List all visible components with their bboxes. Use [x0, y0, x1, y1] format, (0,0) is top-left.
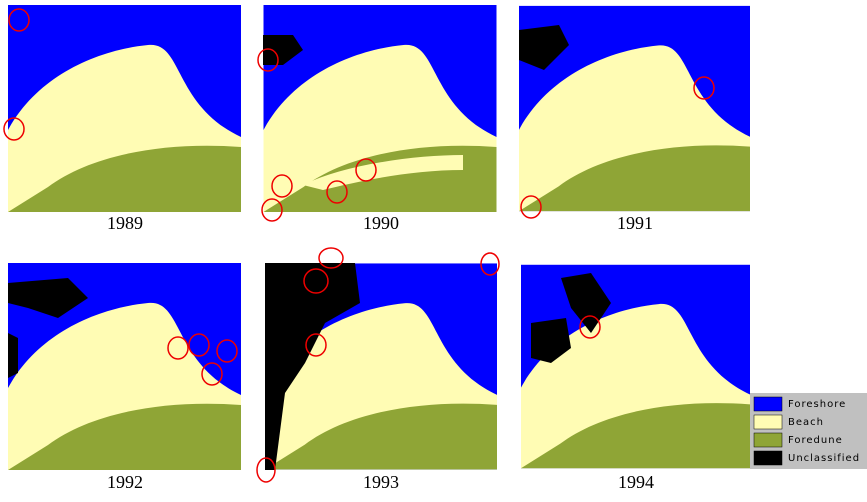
legend: Foreshore Beach Foredune Unclassified	[750, 393, 867, 469]
legend-label: Foredune	[788, 435, 843, 446]
figure: 198919901991199219931994 ForeshoreBeachF…	[0, 0, 867, 502]
legend-label: Beach	[788, 417, 824, 428]
legend-label: Unclassified	[788, 453, 860, 464]
year-label: 1992	[107, 472, 143, 492]
year-label: 1989	[107, 213, 143, 233]
map	[8, 5, 241, 212]
map	[263, 5, 497, 212]
map	[519, 6, 750, 211]
legend-swatch	[754, 415, 782, 429]
year-label: 1993	[363, 472, 399, 492]
legend-swatch	[754, 451, 782, 465]
year-label: 1990	[363, 213, 399, 233]
map	[265, 263, 497, 470]
map	[8, 263, 241, 470]
legend-swatch	[754, 397, 782, 411]
year-label: 1991	[617, 213, 653, 233]
year-label: 1994	[618, 472, 654, 492]
map-panels	[4, 5, 750, 482]
legend-swatch	[754, 433, 782, 447]
map	[521, 265, 750, 468]
legend-label: Foreshore	[788, 399, 846, 410]
